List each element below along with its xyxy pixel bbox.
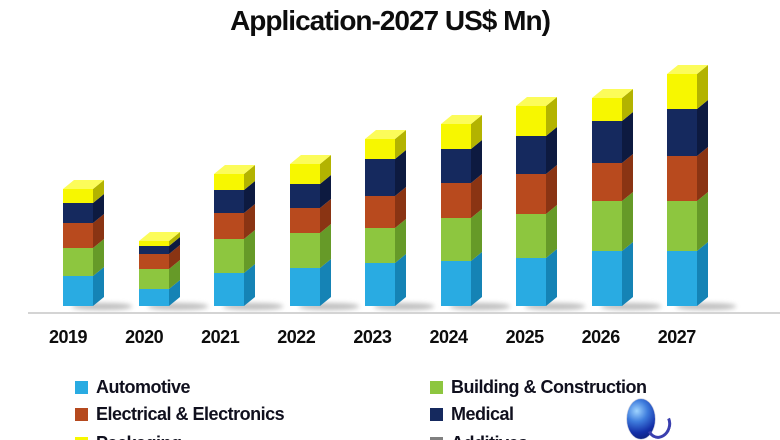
bar-2025-medical [516,136,546,174]
bar-shadow-2023 [374,303,434,310]
bar-2025-packaging [516,106,546,136]
bar-2025-building-construction [516,214,546,258]
x-axis-label-2023: 2023 [353,327,392,347]
bar-2021-building-construction [214,239,244,273]
bar-2020-electrical-electronics [138,254,169,269]
x-axis-line [28,312,780,314]
bar-side-face [697,99,708,156]
bar-2022-electrical-electronics [289,208,320,233]
bar-2022-automotive [289,268,320,306]
legend-item-medical: Medical [430,404,514,424]
bar-2023-packaging [365,139,395,159]
bar-2019-automotive [63,276,93,306]
bar-2022-packaging [289,164,320,184]
bar-2022-medical [289,184,320,208]
legend-swatch-medical [430,407,443,421]
legend-label-packaging: Packaging [96,433,182,440]
bar-2023-building-construction [365,228,395,263]
bar-2023-electrical-electronics [365,196,395,228]
bar-2022-building-construction [289,233,320,268]
bar-2019-medical [63,203,93,223]
bar-2021-medical [214,190,244,213]
legend-item-automotive: Automotive [75,376,191,397]
bar-side-face [621,241,633,306]
legend-swatch-additives [430,436,443,440]
bar-shadow-2026 [600,303,661,310]
bar-2020-packaging [138,241,169,246]
bar-side-face [697,191,708,251]
bar-2025-automotive [516,258,546,306]
bar-shadow-2022 [298,303,359,310]
bar-shadow-2025 [525,303,585,310]
globe-logo [627,399,675,440]
bar-2021-automotive [214,273,244,306]
bar-2019-building-construction [63,248,93,276]
bar-shadow-2019 [72,303,132,310]
legend-label-medical: Medical [451,403,514,424]
bar-2019-packaging [63,189,93,203]
bar-2020-medical [138,246,169,254]
bar-side-face [470,251,482,306]
legend-label-electrical-electronics: Electrical & Electronics [96,403,285,424]
bar-2020-building-construction [138,269,169,289]
x-axis-label-2019: 2019 [48,327,88,347]
x-axis-label-2021: 2021 [201,327,240,347]
bar-side-face [697,146,708,201]
legend-item-additives: Additives [430,433,528,440]
bar-side-face [697,241,708,306]
x-axis-label-2026: 2026 [581,327,621,347]
bar-2024-building-construction [440,218,471,261]
x-axis-label-2025: 2025 [505,327,545,347]
legend-swatch-building-construction [430,380,443,394]
bar-2026-packaging [591,98,622,121]
chart-title: Application-2027 US$ Mn) [230,5,551,36]
bar-2020-automotive [138,289,169,306]
bar-2026-electrical-electronics [591,163,622,201]
bar-2027-automotive [667,251,697,306]
legend-swatch-packaging [75,436,88,440]
bar-side-face [546,248,557,306]
bar-shadow-2021 [223,303,283,310]
bar-side-face [621,191,633,251]
x-axis-label-2024: 2024 [429,327,468,347]
bar-2026-medical [591,121,622,163]
legend-item-electrical-electronics: Electrical & Electronics [75,403,285,424]
bar-2027-electrical-electronics [667,156,697,201]
bar-2023-medical [365,159,395,196]
bar-2024-electrical-electronics [440,183,471,218]
bar-side-face [546,204,557,258]
bar-2027-medical [667,109,697,156]
x-axis-label-2020: 2020 [125,327,164,347]
bar-2019-electrical-electronics [63,223,93,248]
bar-2026-building-construction [591,201,622,251]
bar-2021-electrical-electronics [214,213,244,239]
legend-item-packaging: Packaging [75,433,182,440]
bar-shadow-2020 [147,303,208,310]
bar-side-face [395,253,406,306]
bar-2027-building-construction [667,201,697,251]
bar-2023-automotive [365,263,395,306]
bar-shadow-2024 [449,303,510,310]
bar-shadow-2027 [676,303,736,310]
bar-2024-packaging [440,124,471,149]
bar-2025-electrical-electronics [516,174,546,214]
bar-2027-packaging [667,74,697,109]
legend-swatch-automotive [75,380,88,394]
legend-label-building-construction: Building & Construction [451,376,647,397]
bar-2021-packaging [214,174,244,190]
legend-swatch-electrical-electronics [75,407,88,421]
bar-2024-automotive [440,261,471,306]
bar-2026-automotive [591,251,622,306]
globe-icon [627,399,655,439]
legend-label-automotive: Automotive [96,376,191,397]
x-axis-label-2027: 2027 [657,327,697,347]
legend-label-additives: Additives [451,433,528,440]
bar-2024-medical [440,149,471,183]
legend-item-building-construction: Building & Construction [430,376,647,397]
x-axis-label-2022: 2022 [277,327,316,347]
